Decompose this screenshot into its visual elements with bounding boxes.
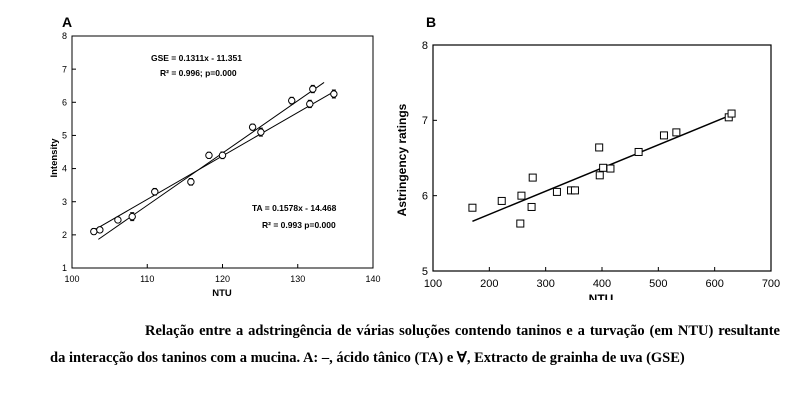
ta-data-point	[187, 178, 195, 186]
figure-caption: Relação entre a adstringência de várias …	[50, 318, 780, 372]
panel-b-chart: B 100 200 300 400 500 600 700 5 6 7 8 NTU Astring…	[395, 14, 780, 300]
x-tick-label: 400	[593, 278, 611, 290]
panel-a-y-ticks: 1 2 3 4 5 6 7 8	[62, 31, 76, 273]
panel-b-y-axis-label: Astringency ratings	[395, 103, 409, 216]
gse-data-point	[248, 123, 257, 131]
gse-data-point	[218, 151, 227, 160]
panel-b-plot-frame	[432, 44, 772, 272]
panel-a-x-ticks: 100 110 120 130 140	[64, 264, 381, 284]
x-tick-label: 100	[424, 278, 442, 290]
data-point	[527, 202, 536, 211]
panel-a-x-axis-label: NTU	[212, 288, 232, 299]
x-tick-label: 100	[64, 274, 79, 284]
data-point	[595, 143, 604, 152]
ta-data-point	[330, 89, 338, 99]
x-tick-label: 130	[290, 274, 305, 284]
ta-r2-annotation: R² = 0.993 p=0.000	[262, 220, 336, 230]
gse-data-point	[128, 212, 136, 222]
panel-b-x-ticks: 100 200 300 400 500 600 700	[424, 267, 780, 290]
data-point	[634, 147, 643, 156]
data-point	[727, 109, 736, 118]
gse-data-point	[257, 127, 265, 137]
y-tick-label: 2	[62, 230, 67, 240]
y-tick-label: 8	[62, 31, 67, 41]
x-tick-label: 600	[705, 278, 723, 290]
y-tick-label: 6	[422, 191, 428, 203]
x-tick-label: 500	[649, 278, 667, 290]
x-tick-label: 140	[365, 274, 380, 284]
panel-a-fit-lines	[94, 82, 336, 240]
gse-data-point	[205, 151, 213, 160]
gse-equation-annotation: GSE = 0.1311x - 11.351	[151, 53, 242, 63]
data-point	[672, 128, 681, 137]
figure-charts: A 100 110 120 130 140 1 2 3 4 5 6 7 8 NTU Intensity…	[49, 14, 780, 300]
ta-equation-annotation: TA = 0.1578x - 14.468	[252, 203, 337, 213]
y-tick-label: 8	[422, 40, 428, 52]
panel-b-y-ticks: 5 6 7 8	[422, 40, 437, 278]
gse-fit-line	[94, 90, 336, 231]
x-tick-label: 200	[480, 278, 498, 290]
y-tick-label: 5	[422, 266, 428, 278]
data-point	[570, 186, 579, 195]
x-tick-label: 300	[536, 278, 554, 290]
data-point	[497, 196, 506, 205]
panel-a-label: A	[62, 14, 72, 30]
panel-b-x-axis-label: NTU	[589, 292, 614, 300]
gse-r2-annotation: R² = 0.996; p=0.000	[160, 68, 237, 78]
x-tick-label: 110	[140, 274, 154, 284]
y-tick-label: 4	[62, 164, 67, 174]
gse-data-point	[288, 96, 296, 105]
data-point	[517, 191, 526, 200]
panel-a-points	[90, 84, 338, 236]
data-point	[468, 203, 477, 212]
x-tick-label: 700	[762, 278, 780, 290]
y-tick-label: 7	[422, 115, 428, 127]
panel-a-chart: A 100 110 120 130 140 1 2 3 4 5 6 7 8 NTU Intensity…	[49, 14, 381, 299]
y-tick-label: 1	[62, 263, 67, 273]
panel-b-label: B	[426, 14, 436, 30]
data-point	[552, 187, 561, 196]
ta-data-point	[306, 99, 314, 109]
data-point	[599, 163, 608, 172]
caption-text: Relação entre a adstringência de várias …	[50, 323, 780, 366]
data-point	[595, 171, 604, 180]
gse-data-point	[90, 227, 98, 236]
data-point	[516, 219, 525, 228]
y-tick-label: 5	[62, 131, 67, 141]
ta-fit-line	[98, 82, 325, 240]
y-tick-label: 7	[62, 64, 67, 74]
data-point	[606, 164, 615, 173]
gse-data-point	[309, 84, 317, 94]
y-tick-label: 3	[62, 197, 67, 207]
x-tick-label: 120	[215, 274, 230, 284]
ta-data-point	[96, 226, 104, 234]
gse-data-point	[151, 187, 159, 196]
data-point	[528, 173, 537, 182]
data-point	[659, 131, 668, 140]
panel-b-points	[468, 109, 736, 228]
gse-data-point	[114, 216, 122, 224]
y-tick-label: 6	[62, 97, 67, 107]
panel-a-y-axis-label: Intensity	[49, 138, 60, 178]
